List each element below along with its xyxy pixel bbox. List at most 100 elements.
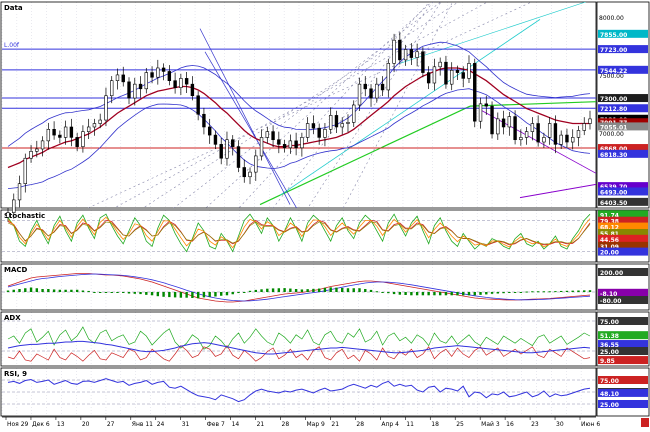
price-axis-tick: 7000.00: [599, 131, 624, 138]
macd-histogram-bar: [81, 290, 85, 292]
macd-histogram-bar: [496, 292, 500, 294]
panel-frame: [0, 367, 597, 417]
candle: [415, 51, 419, 58]
candle: [323, 129, 327, 138]
indicator-tag: 75.00: [600, 319, 619, 326]
macd-histogram-bar: [392, 292, 396, 295]
candle: [559, 134, 563, 145]
macd-histogram-bar: [185, 292, 188, 298]
macd-histogram-bar: [364, 289, 367, 292]
indicator-tag: 51.38: [600, 333, 619, 340]
x-axis-label: 31: [182, 421, 190, 428]
x-axis-label: 24: [157, 421, 165, 428]
candle: [144, 72, 148, 90]
macd-histogram-bar: [513, 292, 517, 293]
indicator-tag-bg: [598, 241, 648, 250]
macd-histogram-bar: [502, 292, 505, 294]
x-axis-label: Дек 6: [32, 421, 50, 428]
macd-histogram-bar: [150, 292, 154, 296]
macd-histogram-bar: [98, 292, 102, 293]
rsi-panel[interactable]: [2, 378, 596, 405]
candle: [190, 83, 195, 97]
candle: [271, 131, 275, 141]
x-axis-label: 21: [257, 421, 265, 428]
fan-line: [272, 2, 434, 208]
macd-histogram-bar: [335, 287, 338, 292]
macd-histogram-bar: [202, 292, 206, 298]
macd-histogram-bar: [462, 292, 465, 296]
indicator-tag: 20.00: [600, 250, 619, 257]
macd-histogram-bar: [127, 292, 131, 294]
adx-panel[interactable]: [2, 320, 596, 362]
macd-histogram-bar: [12, 289, 15, 292]
x-axis-label: 28: [282, 421, 290, 428]
macd-histogram-bar: [6, 290, 10, 292]
macd-histogram-bar: [346, 288, 350, 292]
panel-label-bg: [2, 313, 25, 322]
macd-histogram-bar: [398, 292, 402, 295]
x-axis: Ноя 29 Дек 6 13 20 27 Янв 11 24 31 Фев 7 14 21 28 Ма…: [0, 416, 650, 428]
candle: [173, 80, 177, 88]
candle: [138, 83, 143, 90]
price-tag-bg: [598, 122, 648, 131]
price-tag-bg: [598, 182, 648, 191]
candle: [328, 115, 333, 130]
price-axis: 8000.007500.007000.006500.007855.007723.…: [598, 15, 648, 207]
indicator-tag: 55.81: [600, 231, 619, 238]
candle: [305, 123, 310, 138]
macd-histogram-bar: [341, 287, 344, 292]
panel-frame: [0, 1, 597, 209]
macd-histogram-bar: [254, 289, 257, 292]
candle: [288, 140, 293, 149]
macd-histogram-bar: [145, 292, 148, 295]
panel-frame: [0, 311, 597, 367]
stoch-k-line: [7, 213, 591, 253]
price-panel[interactable]: L.00f: [2, 0, 600, 248]
candle: [81, 131, 85, 147]
candle: [438, 61, 442, 68]
indicator-tag: 31.09: [600, 244, 619, 251]
candle: [588, 118, 592, 124]
macd-panel[interactable]: [2, 273, 596, 303]
macd-histogram-bar: [283, 288, 286, 292]
rsi-line: [7, 378, 591, 403]
macd-histogram-bar: [508, 292, 511, 293]
candle: [46, 129, 51, 142]
candle: [127, 81, 131, 99]
macd-histogram-bar: [122, 292, 125, 293]
candle: [265, 131, 270, 138]
macd-histogram-bar: [427, 292, 430, 296]
stochastic-panel[interactable]: [2, 213, 596, 253]
indicator-tag: 75.00: [600, 378, 619, 385]
price-tag: 6818.30: [600, 152, 627, 159]
price-tag: 6493.00: [600, 189, 627, 196]
macd-histogram-bar: [18, 289, 21, 292]
macd-histogram-bar: [410, 292, 413, 296]
indicator-tag: 25.00: [600, 402, 619, 409]
panel-label-bg: [2, 211, 62, 220]
corner-button[interactable]: [641, 418, 649, 427]
macd-histogram-bar: [387, 292, 390, 294]
indicator-tag-bg: [598, 210, 648, 219]
stoch-d-line: [7, 219, 591, 246]
macd-histogram-bar: [47, 289, 50, 292]
candle: [242, 167, 246, 178]
x-axis-label: 18: [431, 421, 439, 428]
candle: [426, 72, 431, 84]
candle: [231, 139, 235, 147]
candle: [104, 95, 108, 121]
x-axis-label: Май 3: [481, 421, 500, 428]
candle: [380, 83, 385, 91]
indicator-tag: 79.38: [600, 219, 619, 226]
candle: [35, 148, 39, 152]
panel-frame: [0, 263, 597, 311]
price-tag-bg: [598, 45, 648, 54]
price-tag-bg: [598, 197, 648, 206]
indicator-tag: 25.00: [600, 349, 619, 356]
candle: [403, 49, 408, 61]
candle: [346, 122, 350, 124]
